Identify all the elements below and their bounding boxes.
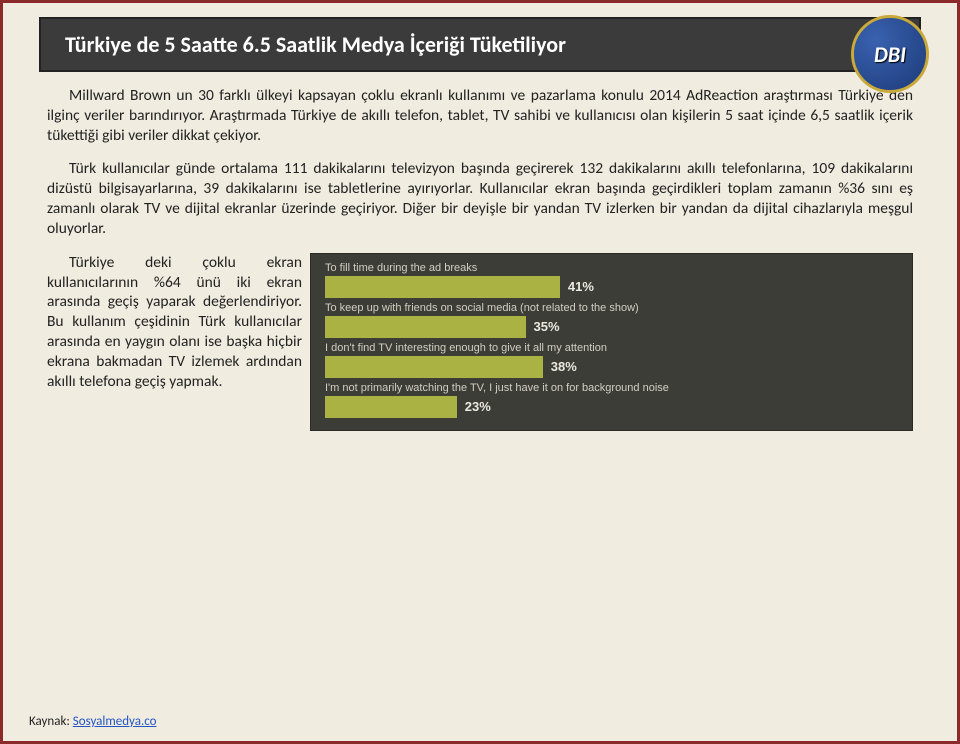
title-bar: Türkiye de 5 Saatte 6.5 Saatlik Medya İç… (39, 17, 921, 72)
bar-fill (325, 396, 457, 418)
reasons-bar-chart: To fill time during the ad breaks 41% To k… (310, 253, 913, 431)
paragraph-1: Millward Brown un 30 farklı ülkeyi kapsa… (47, 86, 913, 145)
logo-badge: DBI (851, 15, 929, 93)
bar-track: 41% (325, 276, 898, 298)
bar-value: 23% (465, 399, 491, 414)
chart-row-label: To keep up with friends on social media … (325, 302, 898, 314)
bar-fill (325, 276, 560, 298)
source-prefix: Kaynak: (29, 714, 73, 729)
bar-value: 35% (534, 319, 560, 334)
paragraph-2: Türk kullanıcılar günde ortalama 111 dak… (47, 159, 913, 238)
chart-row: I don't find TV interesting enough to gi… (325, 342, 898, 378)
logo-text: DBI (874, 41, 906, 68)
source-link[interactable]: Sosyalmedya.co (73, 714, 157, 729)
bar-track: 23% (325, 396, 898, 418)
chart-row: To keep up with friends on social media … (325, 302, 898, 338)
page-title: Türkiye de 5 Saatte 6.5 Saatlik Medya İç… (65, 31, 895, 58)
chart-row: To fill time during the ad breaks 41% (325, 262, 898, 298)
bar-track: 38% (325, 356, 898, 378)
chart-row-label: I don't find TV interesting enough to gi… (325, 342, 898, 354)
body-text: Millward Brown un 30 farklı ülkeyi kapsa… (3, 72, 957, 239)
paragraph-3-wrap: Türkiye deki çoklu ekran kullanıcılarını… (47, 253, 302, 431)
source-line: Kaynak: Sosyalmedya.co (29, 714, 157, 729)
bar-value: 38% (551, 359, 577, 374)
bar-fill (325, 316, 526, 338)
chart-row-label: To fill time during the ad breaks (325, 262, 898, 274)
chart-row: I'm not primarily watching the TV, I jus… (325, 382, 898, 418)
chart-row-label: I'm not primarily watching the TV, I jus… (325, 382, 898, 394)
bar-track: 35% (325, 316, 898, 338)
bar-value: 41% (568, 279, 594, 294)
paragraph-3: Türkiye deki çoklu ekran kullanıcılarını… (47, 253, 302, 392)
bar-fill (325, 356, 543, 378)
lower-section: Türkiye deki çoklu ekran kullanıcılarını… (3, 253, 957, 431)
